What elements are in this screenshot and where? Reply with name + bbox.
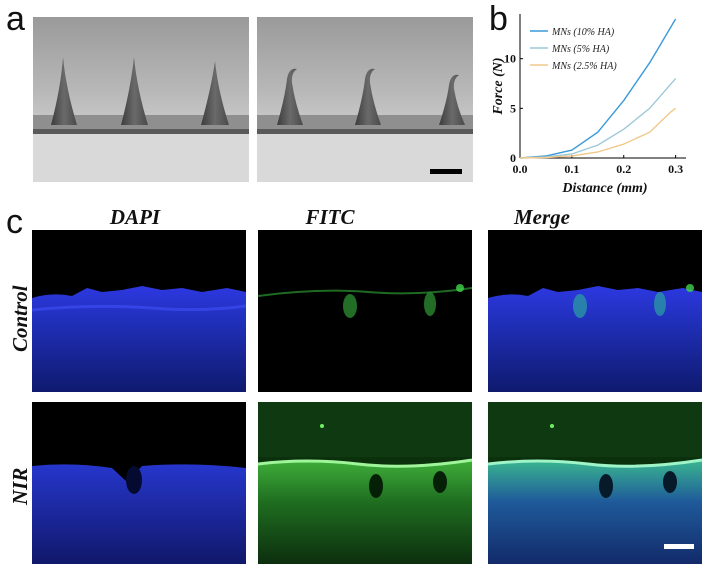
legend-entry: MNs (2.5% HA): [551, 61, 617, 72]
legend-entry: MNs (10% HA): [551, 27, 615, 38]
nir-dapi-image: [32, 402, 246, 564]
y-axis-label: Force (N): [491, 57, 506, 115]
panel-c-label: c: [6, 203, 23, 241]
microneedle-photo-before: [33, 17, 249, 182]
y-tick-label: 10: [504, 52, 516, 66]
control-dapi-image: [32, 230, 246, 392]
force-distance-chart: 0.0 0.1 0.2 0.3 0 5 10 Distance (mm) Force (N) MN…: [491, 14, 686, 196]
microneedle-photo-after: [257, 17, 473, 182]
x-tick-label: 0.1: [564, 162, 579, 176]
panel-b-label: b: [489, 0, 508, 38]
x-tick-label: 0.3: [668, 162, 683, 176]
nir-merge-image: [488, 402, 702, 564]
y-tick-label: 5: [510, 101, 516, 115]
series-line: [519, 107, 677, 159]
row-header-nir: NIR: [8, 467, 32, 505]
x-tick-label: 0.0: [513, 162, 528, 176]
series-line: [519, 78, 677, 159]
column-header-dapi: DAPI: [109, 205, 161, 229]
nir-fitc-image: [258, 402, 472, 564]
control-fitc-image: [258, 230, 472, 392]
panel-a-label: a: [6, 0, 25, 38]
x-axis-label: Distance (mm): [561, 181, 647, 196]
x-tick-label: 0.2: [616, 162, 631, 176]
series-line: [519, 18, 677, 159]
y-tick-label: 0: [510, 151, 516, 165]
row-header-control: Control: [8, 285, 32, 352]
column-header-fitc: FITC: [305, 205, 355, 229]
legend-entry: MNs (5% HA): [551, 44, 610, 55]
control-merge-image: [488, 230, 702, 392]
column-header-merge: Merge: [514, 205, 570, 229]
